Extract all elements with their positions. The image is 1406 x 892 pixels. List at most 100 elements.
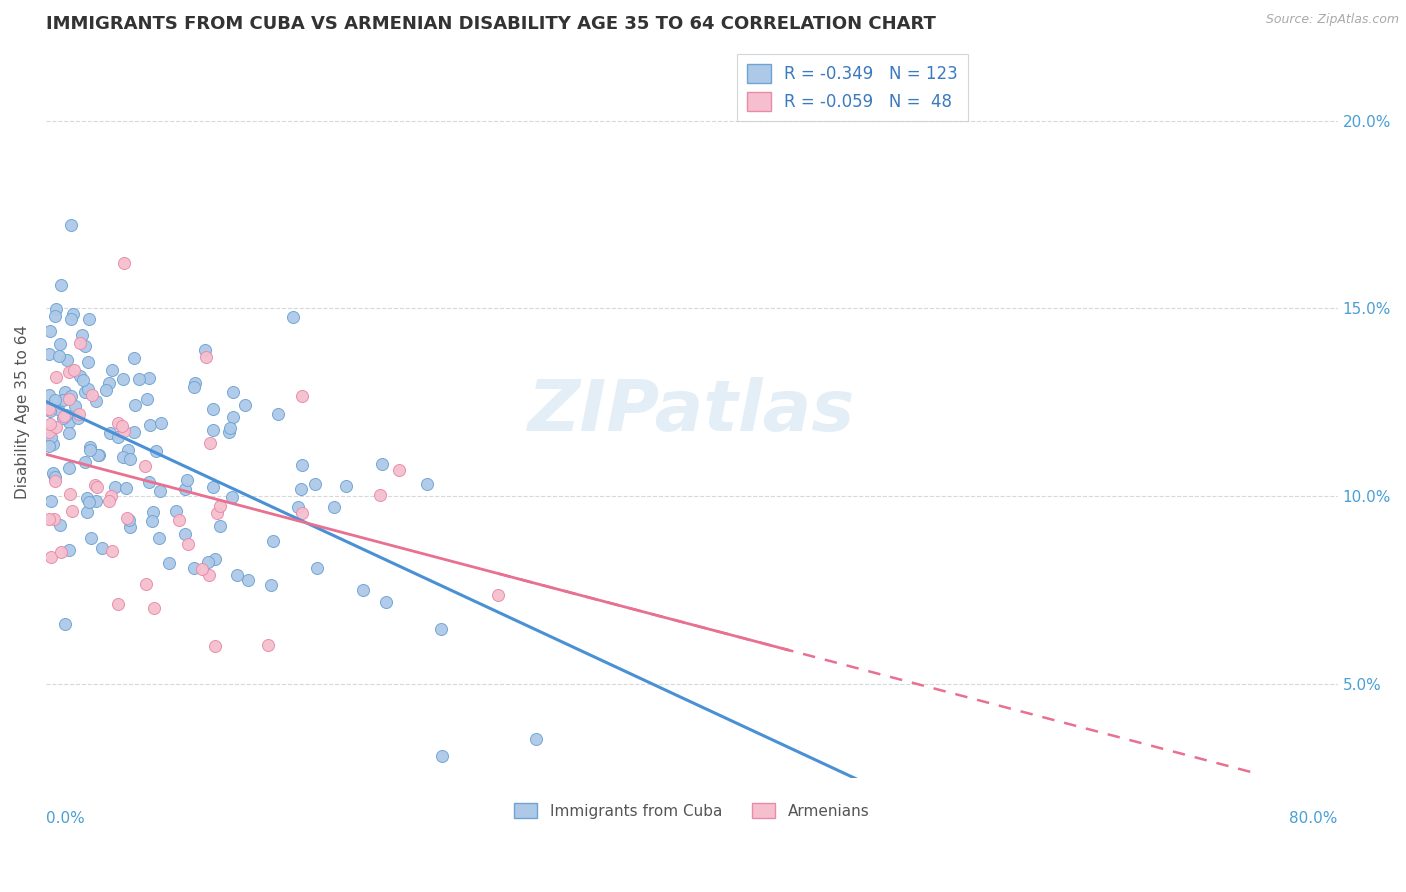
Point	[100, 489, 122, 503]
Point	[388, 463, 411, 477]
Point	[115, 511, 138, 525]
Point	[53, 617, 76, 632]
Point	[39, 404, 62, 418]
Point	[42, 436, 65, 450]
Point	[58, 366, 80, 380]
Point	[335, 479, 357, 493]
Point	[98, 376, 121, 390]
Point	[202, 401, 225, 416]
Point	[287, 500, 309, 515]
Point	[79, 440, 101, 454]
Point	[53, 385, 76, 400]
Point	[149, 416, 172, 430]
Point	[111, 450, 134, 465]
Point	[138, 371, 160, 385]
Point	[77, 355, 100, 369]
Point	[49, 336, 72, 351]
Point	[58, 543, 80, 558]
Point	[52, 410, 75, 425]
Point	[323, 500, 346, 515]
Point	[77, 382, 100, 396]
Point	[135, 577, 157, 591]
Point	[45, 370, 67, 384]
Point	[201, 423, 224, 437]
Legend: R = -0.349   N = 123, R = -0.059   N =  48: R = -0.349 N = 123, R = -0.059 N = 48	[737, 54, 967, 120]
Point	[281, 310, 304, 324]
Point	[100, 363, 122, 377]
Point	[157, 557, 180, 571]
Point	[122, 425, 145, 439]
Point	[291, 506, 314, 520]
Point	[76, 491, 98, 505]
Point	[112, 424, 135, 438]
Point	[38, 512, 60, 526]
Point	[94, 383, 117, 397]
Point	[112, 372, 135, 386]
Point	[111, 418, 134, 433]
Point	[38, 425, 60, 439]
Point	[98, 425, 121, 440]
Point	[69, 407, 91, 421]
Point	[58, 460, 80, 475]
Point	[73, 339, 96, 353]
Point	[194, 350, 217, 364]
Point	[49, 518, 72, 533]
Point	[60, 388, 83, 402]
Point	[148, 532, 170, 546]
Point	[107, 597, 129, 611]
Point	[143, 601, 166, 615]
Y-axis label: Disability Age 35 to 64: Disability Age 35 to 64	[15, 325, 30, 499]
Point	[38, 439, 60, 453]
Point	[183, 561, 205, 575]
Point	[486, 588, 509, 602]
Point	[107, 417, 129, 431]
Text: IMMIGRANTS FROM CUBA VS ARMENIAN DISABILITY AGE 35 TO 64 CORRELATION CHART: IMMIGRANTS FROM CUBA VS ARMENIAN DISABIL…	[46, 15, 936, 33]
Point	[124, 351, 146, 365]
Point	[145, 444, 167, 458]
Point	[218, 425, 240, 439]
Point	[139, 417, 162, 432]
Point	[76, 505, 98, 519]
Point	[73, 384, 96, 399]
Point	[49, 545, 72, 559]
Point	[69, 368, 91, 383]
Point	[183, 380, 205, 394]
Text: 80.0%: 80.0%	[1289, 811, 1337, 825]
Point	[60, 504, 83, 518]
Point	[84, 493, 107, 508]
Point	[48, 349, 70, 363]
Point	[44, 475, 66, 489]
Point	[80, 531, 103, 545]
Point	[235, 398, 257, 412]
Point	[58, 426, 80, 441]
Point	[60, 312, 83, 326]
Point	[42, 466, 65, 480]
Point	[221, 409, 243, 424]
Point	[120, 520, 142, 534]
Point	[176, 473, 198, 487]
Point	[49, 277, 72, 292]
Point	[39, 550, 62, 565]
Point	[174, 483, 197, 497]
Point	[430, 749, 453, 764]
Point	[72, 373, 94, 387]
Point	[307, 561, 329, 575]
Point	[191, 562, 214, 576]
Point	[46, 402, 69, 417]
Point	[304, 477, 326, 491]
Point	[416, 477, 439, 491]
Point	[167, 513, 190, 527]
Point	[267, 407, 290, 421]
Point	[118, 513, 141, 527]
Point	[142, 505, 165, 519]
Point	[118, 452, 141, 467]
Point	[375, 594, 398, 608]
Point	[141, 514, 163, 528]
Point	[65, 399, 87, 413]
Point	[39, 430, 62, 444]
Point	[149, 484, 172, 499]
Point	[56, 353, 79, 368]
Point	[79, 442, 101, 457]
Point	[59, 218, 82, 232]
Point	[83, 478, 105, 492]
